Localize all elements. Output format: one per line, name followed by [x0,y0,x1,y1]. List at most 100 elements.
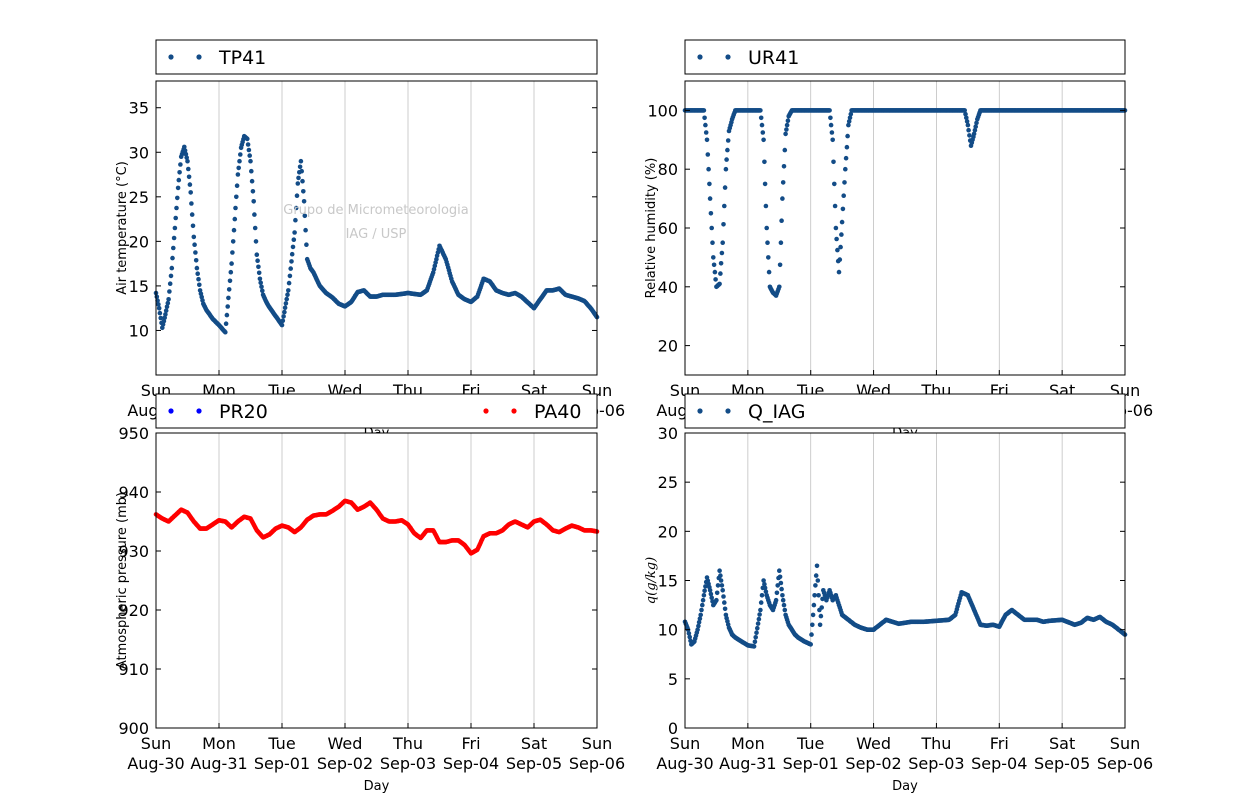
data-point [172,225,178,231]
data-point [174,205,179,211]
data-point [232,216,238,222]
data-point [964,115,969,121]
data-point [235,172,241,177]
data-point [707,181,712,187]
legend-box [155,39,598,75]
data-point [781,164,787,169]
legend-marker [168,54,174,60]
panel-1: 101520253035SunAug-30MonAug-31TueSep-01W… [115,39,625,441]
data-point [258,280,264,286]
data-point [818,613,824,619]
x-tick-label-date: Sep-02 [317,754,373,773]
data-point [848,111,854,117]
data-point [286,288,291,293]
data-point [784,127,789,132]
data-point [223,329,228,335]
data-point [154,294,160,300]
data-point [171,245,176,251]
data-point [777,574,783,580]
data-point [230,239,236,244]
data-point [251,199,256,204]
data-point [972,127,978,133]
data-point [704,137,710,143]
data-point [302,213,308,219]
data-point [779,586,784,592]
data-point [158,315,163,321]
data-point [778,240,784,245]
data-point [971,131,977,137]
data-point [230,250,235,255]
data-point [698,612,703,618]
data-point [701,108,707,113]
data-point [190,223,196,229]
data-point [301,199,307,204]
x-tick-label-date: Aug-31 [719,754,776,773]
data-point [178,162,183,167]
data-point [249,168,254,174]
series-TP41 [153,133,600,335]
x-axis-label: Day [892,779,918,794]
data-point [847,115,853,121]
data-point [819,605,824,610]
data-point [228,269,234,275]
legend: Q_IAG [684,393,1126,429]
data-point [289,259,294,264]
data-point [182,148,188,153]
data-point [304,242,309,247]
data-point [765,240,770,245]
data-point [973,124,978,129]
panel-3: 900910920930940950SunAug-30MonAug-31TueS… [115,393,625,794]
y-tick-label: 5 [668,670,678,689]
y-tick-label: 940 [118,483,149,502]
data-point [185,158,190,164]
data-point [778,580,784,586]
data-point [831,159,836,165]
data-point [254,252,260,257]
data-point [708,591,714,597]
data-point [169,265,175,271]
data-point [194,265,200,271]
data-point [291,237,297,242]
data-point [783,131,788,137]
data-point [192,242,197,247]
data-point [718,573,723,578]
y-tick-label: 35 [129,99,149,118]
legend-marker [697,54,703,60]
data-point [722,606,728,612]
data-point [255,258,260,264]
legend-marker [483,408,489,414]
y-tick-label: 20 [658,522,678,541]
data-point [762,581,767,587]
data-point [296,175,301,181]
x-tick-label-date: Sep-01 [783,754,839,773]
data-point [257,276,263,282]
x-tick-label-date: Sep-06 [1097,754,1153,773]
data-point [777,262,783,268]
legend-label: PA40 [534,401,581,423]
data-point [774,590,780,596]
plot-area [156,433,597,728]
data-point [965,122,971,128]
data-point [721,222,726,227]
x-tick-label-date: Sep-03 [908,754,964,773]
data-point [246,147,252,153]
data-point [281,314,286,319]
data-point [758,607,763,613]
data-point [238,152,243,157]
data-point [703,584,708,589]
data-point [284,296,290,302]
x-tick-label-date: Sep-03 [380,754,436,773]
data-point [755,625,760,631]
data-point [687,634,692,640]
y-tick-label: 25 [658,473,678,492]
data-point [715,583,721,588]
data-point [714,590,720,596]
data-point [808,642,813,647]
data-point [229,261,234,266]
data-point [226,287,232,292]
data-point [282,309,287,315]
x-tick-label-day: Sun [582,734,612,753]
y-tick-label: 40 [658,278,678,297]
x-tick-label-day: Mon [202,734,236,753]
